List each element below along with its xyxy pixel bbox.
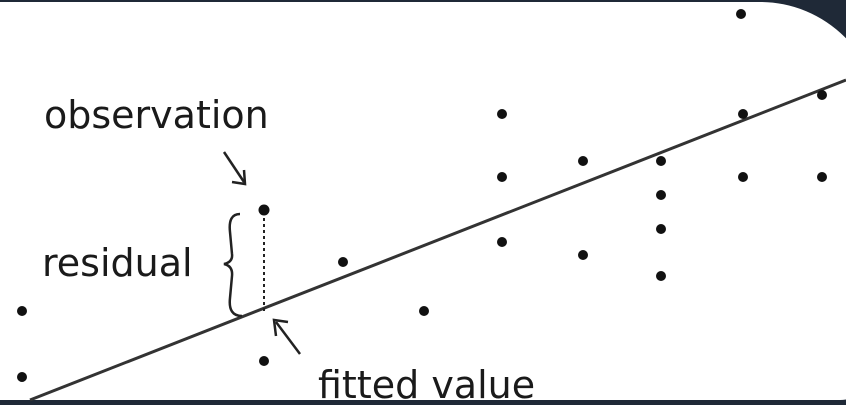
data-point: [497, 237, 507, 247]
data-point: [817, 90, 827, 100]
residual-brace: [223, 212, 243, 318]
observation-label: observation: [44, 93, 269, 137]
data-point: [738, 172, 748, 182]
fitted-regression-line: [29, 78, 846, 402]
data-points: [17, 9, 827, 382]
fitted-value-label: fitted value: [318, 363, 535, 405]
fitted-value-arrow-icon: [272, 318, 301, 355]
data-point: [736, 9, 746, 19]
data-point: [656, 224, 666, 234]
data-point: [578, 250, 588, 260]
data-point: [338, 257, 348, 267]
data-point: [578, 156, 588, 166]
data-point: [17, 372, 27, 382]
data-point: [656, 271, 666, 281]
data-point: [419, 306, 429, 316]
data-point: [738, 109, 748, 119]
residual-label: residual: [42, 241, 193, 285]
data-point: [497, 172, 507, 182]
data-point: [17, 306, 27, 316]
observation-point: [258, 204, 270, 216]
data-point: [817, 172, 827, 182]
data-point: [656, 190, 666, 200]
data-point: [656, 156, 666, 166]
data-point: [259, 356, 269, 366]
observation-arrow-icon: [222, 151, 247, 186]
data-point: [497, 109, 507, 119]
